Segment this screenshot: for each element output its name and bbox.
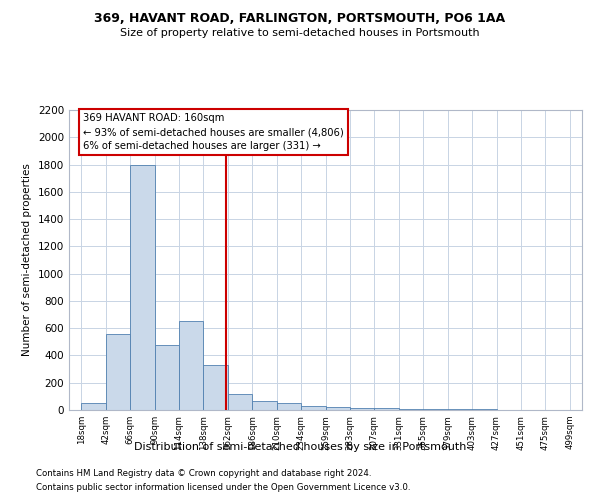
Bar (155, 344, 179, 410)
Bar (277, 403, 301, 410)
Text: Contains HM Land Registry data © Crown copyright and database right 2024.: Contains HM Land Registry data © Crown c… (36, 468, 371, 477)
Bar (203, 365, 228, 410)
Text: Contains public sector information licensed under the Open Government Licence v3: Contains public sector information licen… (36, 484, 410, 492)
Text: 369 HAVANT ROAD: 160sqm
← 93% of semi-detached houses are smaller (4,806)
6% of : 369 HAVANT ROAD: 160sqm ← 93% of semi-de… (83, 114, 344, 152)
Bar (228, 394, 252, 410)
Bar (325, 406, 350, 410)
Bar (399, 408, 423, 410)
Text: Distribution of semi-detached houses by size in Portsmouth: Distribution of semi-detached houses by … (134, 442, 466, 452)
Bar (130, 164, 155, 410)
Bar (81, 403, 106, 410)
Bar (423, 409, 448, 410)
Bar (252, 401, 277, 410)
Bar (374, 408, 399, 410)
Y-axis label: Number of semi-detached properties: Number of semi-detached properties (22, 164, 32, 356)
Bar (350, 408, 374, 410)
Text: Size of property relative to semi-detached houses in Portsmouth: Size of property relative to semi-detach… (120, 28, 480, 38)
Bar (301, 406, 325, 410)
Bar (179, 322, 203, 410)
Bar (106, 334, 130, 410)
Text: 369, HAVANT ROAD, FARLINGTON, PORTSMOUTH, PO6 1AA: 369, HAVANT ROAD, FARLINGTON, PORTSMOUTH… (94, 12, 506, 26)
